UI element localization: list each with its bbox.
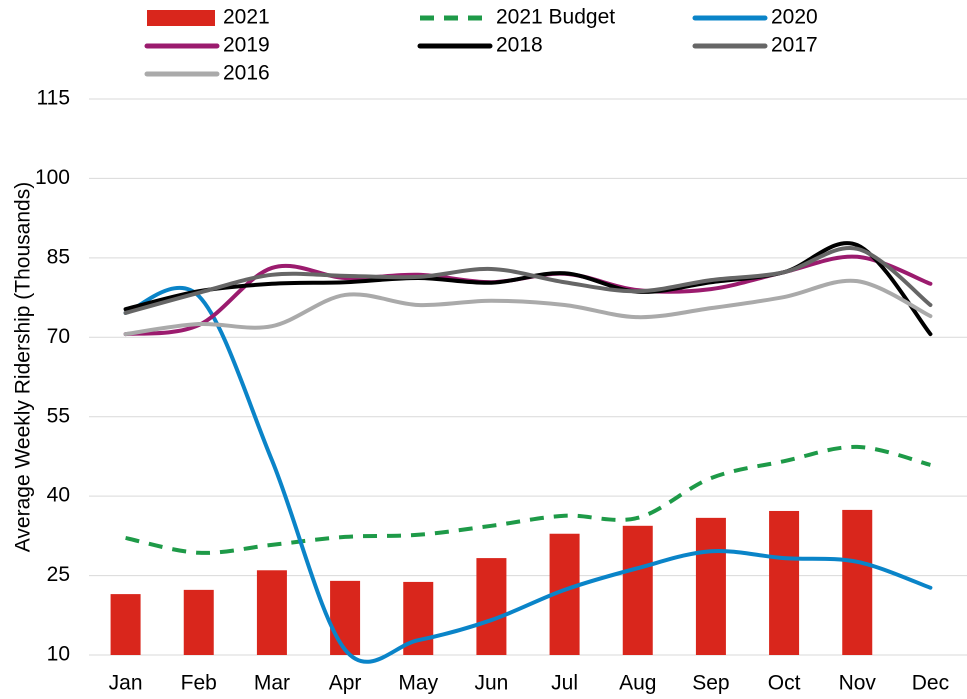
bar — [183, 589, 214, 655]
bar — [330, 580, 361, 655]
y-tick-label: 10 — [47, 643, 70, 666]
legend-label: 2021 Budget — [496, 6, 615, 29]
legend-label: 2016 — [223, 62, 270, 85]
legend-swatch — [147, 10, 215, 26]
y-tick-label: 100 — [35, 166, 70, 189]
x-tick-label: Sep — [692, 672, 729, 695]
line-series — [123, 278, 933, 337]
legend-label: 2017 — [771, 34, 818, 57]
bar — [110, 594, 141, 655]
bar — [256, 570, 287, 655]
x-tick-label: Dec — [912, 672, 949, 695]
line-series — [123, 241, 933, 337]
y-axis-label: Average Weekly Ridership (Thousands) — [12, 182, 35, 552]
y-tick-label: 55 — [47, 404, 70, 427]
y-tick-label: 70 — [47, 325, 70, 348]
x-tick-label: Feb — [181, 672, 217, 695]
y-tick-label: 115 — [37, 87, 70, 110]
line-series — [123, 254, 933, 337]
x-tick-label: Apr — [329, 672, 362, 695]
x-tick-label: Aug — [619, 672, 656, 695]
y-tick-label: 85 — [47, 245, 70, 268]
y-tick-label: 40 — [47, 484, 70, 507]
line-series — [125, 444, 931, 555]
x-tick-label: Jul — [551, 672, 578, 695]
legend-label: 2021 — [223, 6, 270, 29]
bar — [842, 509, 873, 655]
legend-label: 2019 — [223, 34, 270, 57]
bar — [476, 558, 507, 655]
line-series — [123, 246, 933, 315]
x-tick-label: Jun — [474, 672, 508, 695]
y-tick-label: 25 — [47, 563, 70, 586]
line-series — [123, 286, 933, 664]
legend-label: 2020 — [771, 6, 818, 29]
x-tick-label: Jan — [109, 672, 143, 695]
legend-label: 2018 — [496, 34, 543, 57]
bar — [769, 510, 800, 655]
bar — [695, 517, 726, 655]
x-tick-label: Mar — [254, 672, 290, 695]
bar — [622, 525, 653, 655]
x-tick-label: May — [398, 672, 438, 695]
x-tick-label: Oct — [768, 672, 801, 695]
x-tick-label: Nov — [839, 672, 877, 695]
